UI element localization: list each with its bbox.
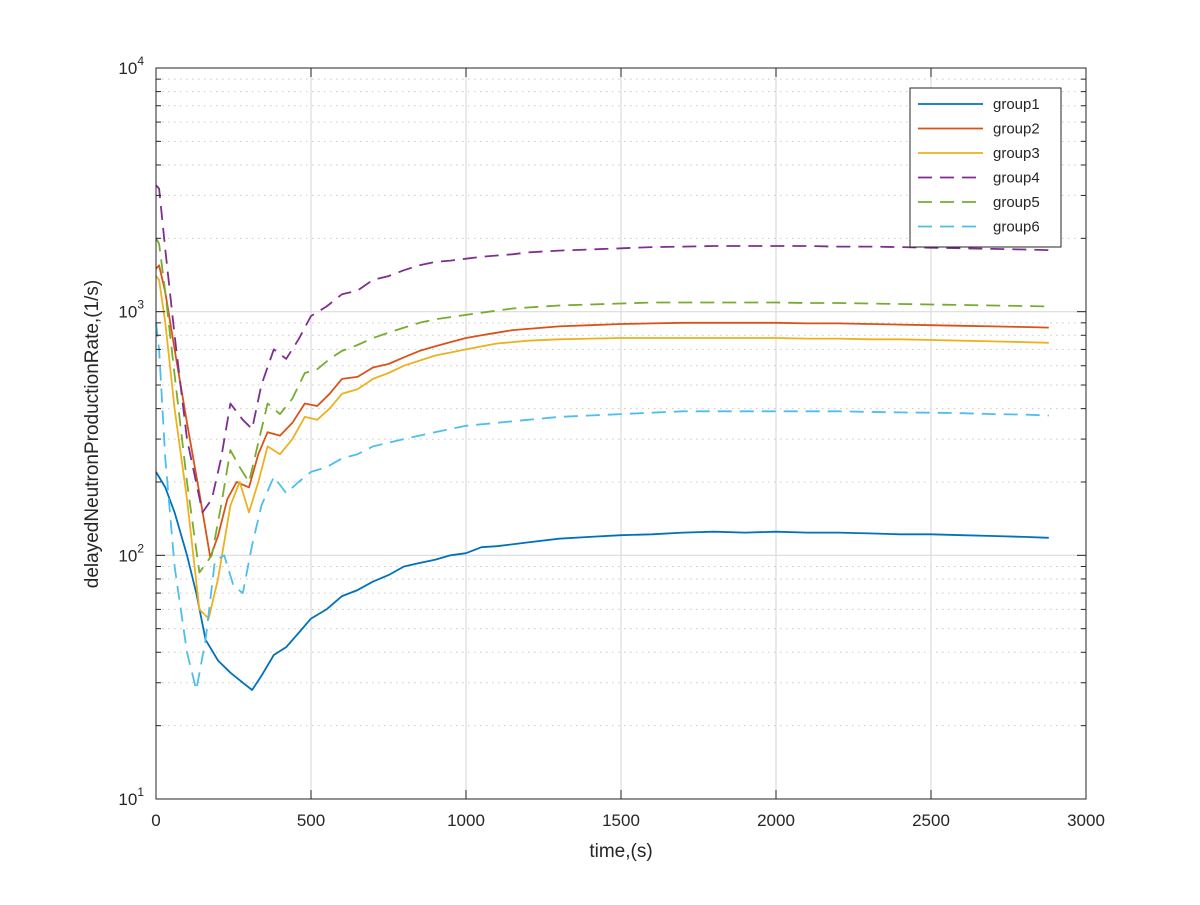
- legend-label-group3: group3: [993, 145, 1040, 162]
- x-tick-labels: 0 500 1000 1500 2000 2500 3000: [151, 811, 1105, 830]
- series-line-group6: [155, 322, 1049, 691]
- y-tick-exponent: 4: [137, 54, 144, 68]
- ticks-layer: [155, 67, 1087, 800]
- x-tick-label: 2500: [912, 811, 950, 830]
- x-tick-label: 2000: [757, 811, 795, 830]
- x-tick-label: 500: [297, 811, 325, 830]
- series-line-group3: [155, 275, 1049, 620]
- y-tick-exponent: 2: [137, 541, 144, 555]
- legend-box: [909, 87, 1062, 248]
- y-tick-exponent: 3: [137, 298, 144, 312]
- y-tick-base: 10: [118, 59, 137, 78]
- series-line-group4: [155, 184, 1049, 514]
- y-tick-label: 104: [118, 54, 144, 78]
- x-tick-label: 1500: [602, 811, 640, 830]
- legend-label-group2: group2: [993, 121, 1040, 138]
- legend: group1 group2 group3 group4 group5 group6: [909, 87, 1062, 248]
- legend-label-group5: group5: [993, 194, 1040, 211]
- legend-label-group6: group6: [993, 219, 1040, 236]
- y-tick-base: 10: [118, 546, 137, 565]
- y-tick-label: 102: [118, 541, 144, 565]
- legend-label-group1: group1: [993, 96, 1040, 113]
- series-layer: [155, 184, 1049, 691]
- series-line-group1: [155, 471, 1049, 691]
- x-tick-label: 0: [151, 811, 160, 830]
- x-tick-label: 3000: [1067, 811, 1105, 830]
- y-tick-label: 103: [118, 298, 144, 322]
- series-line-group5: [155, 237, 1049, 574]
- y-tick-base: 10: [118, 303, 137, 322]
- y-tick-label: 101: [118, 785, 144, 809]
- y-axis-label: delayedNeutronProductionRate,(1/s): [82, 280, 103, 588]
- x-axis-label: time,(s): [589, 841, 652, 862]
- legend-label-group4: group4: [993, 170, 1040, 187]
- x-tick-label: 1000: [447, 811, 485, 830]
- y-tick-base: 10: [118, 790, 137, 809]
- y-tick-exponent: 1: [137, 785, 144, 799]
- series-line-group2: [155, 264, 1049, 559]
